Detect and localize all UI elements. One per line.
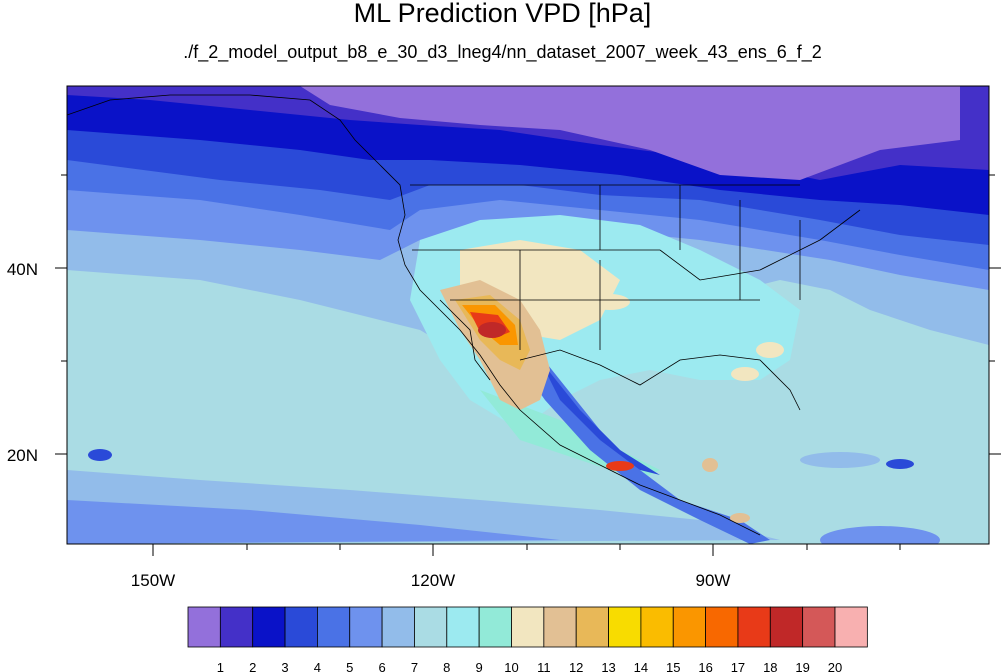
lon-label-90w: 90W [696, 571, 731, 590]
colorbar-box-10 [478, 606, 512, 648]
colorbar-label-6: 6 [378, 660, 385, 672]
colorbar-box-11 [511, 606, 545, 648]
colorbar-label-3: 3 [281, 660, 288, 672]
colorbar-label-18: 18 [763, 660, 777, 672]
colorbar-box-18 [737, 606, 771, 648]
colorbar-label-2: 2 [249, 660, 256, 672]
colorbar-box-21 [834, 606, 868, 648]
colorbar-label-11: 11 [537, 660, 551, 672]
colorbar-box-9 [446, 606, 480, 648]
lon-label-150w: 150W [131, 571, 175, 590]
lat-label-40n: 40N [7, 260, 38, 279]
colorbar-label-13: 13 [601, 660, 615, 672]
vpd-field [67, 86, 989, 544]
colorbar-box-15 [640, 606, 674, 648]
colorbar-box-3 [252, 606, 286, 648]
colorbar-box-16 [672, 606, 706, 648]
colorbar-box-12 [543, 606, 577, 648]
colorbar-box-13 [575, 606, 609, 648]
colorbar-box-20 [802, 606, 836, 648]
colorbar-box-4 [284, 606, 318, 648]
colorbar-label-8: 8 [443, 660, 450, 672]
colorbar-label-15: 15 [666, 660, 680, 672]
colorbar-box-6 [349, 606, 383, 648]
lon-label-120w: 120W [411, 571, 455, 590]
colorbar-box-8 [414, 606, 448, 648]
colorbar-box-19 [769, 606, 804, 648]
colorbar-label-7: 7 [411, 660, 418, 672]
colorbar-label-19: 19 [795, 660, 809, 672]
lat-label-20n: 20N [7, 446, 38, 465]
map-title: ML Prediction VPD [hPa] [353, 0, 652, 28]
colorbar-label-14: 14 [634, 660, 648, 672]
colorbar-label-17: 17 [731, 660, 745, 672]
colorbar-box-17 [705, 606, 739, 648]
colorbar-box-1 [187, 606, 221, 648]
colorbar-label-1: 1 [217, 660, 224, 672]
map-frame [66, 85, 990, 545]
colorbar-label-12: 12 [569, 660, 583, 672]
colorbar-label-10: 10 [504, 660, 518, 672]
colorbar-label-9: 9 [476, 660, 483, 672]
map-ticks [55, 174, 1001, 556]
colorbar-box-14 [608, 606, 642, 648]
map-subtitle: ./f_2_model_output_b8_e_30_d3_lneg4/nn_d… [183, 42, 822, 62]
colorbar-label-4: 4 [314, 660, 321, 672]
boundaries [67, 94, 861, 536]
colorbar-box-5 [316, 606, 351, 648]
colorbar-label-16: 16 [698, 660, 712, 672]
colorbar-label-5: 5 [346, 660, 353, 672]
colorbar-box-2 [219, 606, 254, 648]
colorbar-box-7 [381, 606, 415, 648]
colorbar-label-20: 20 [828, 660, 842, 672]
